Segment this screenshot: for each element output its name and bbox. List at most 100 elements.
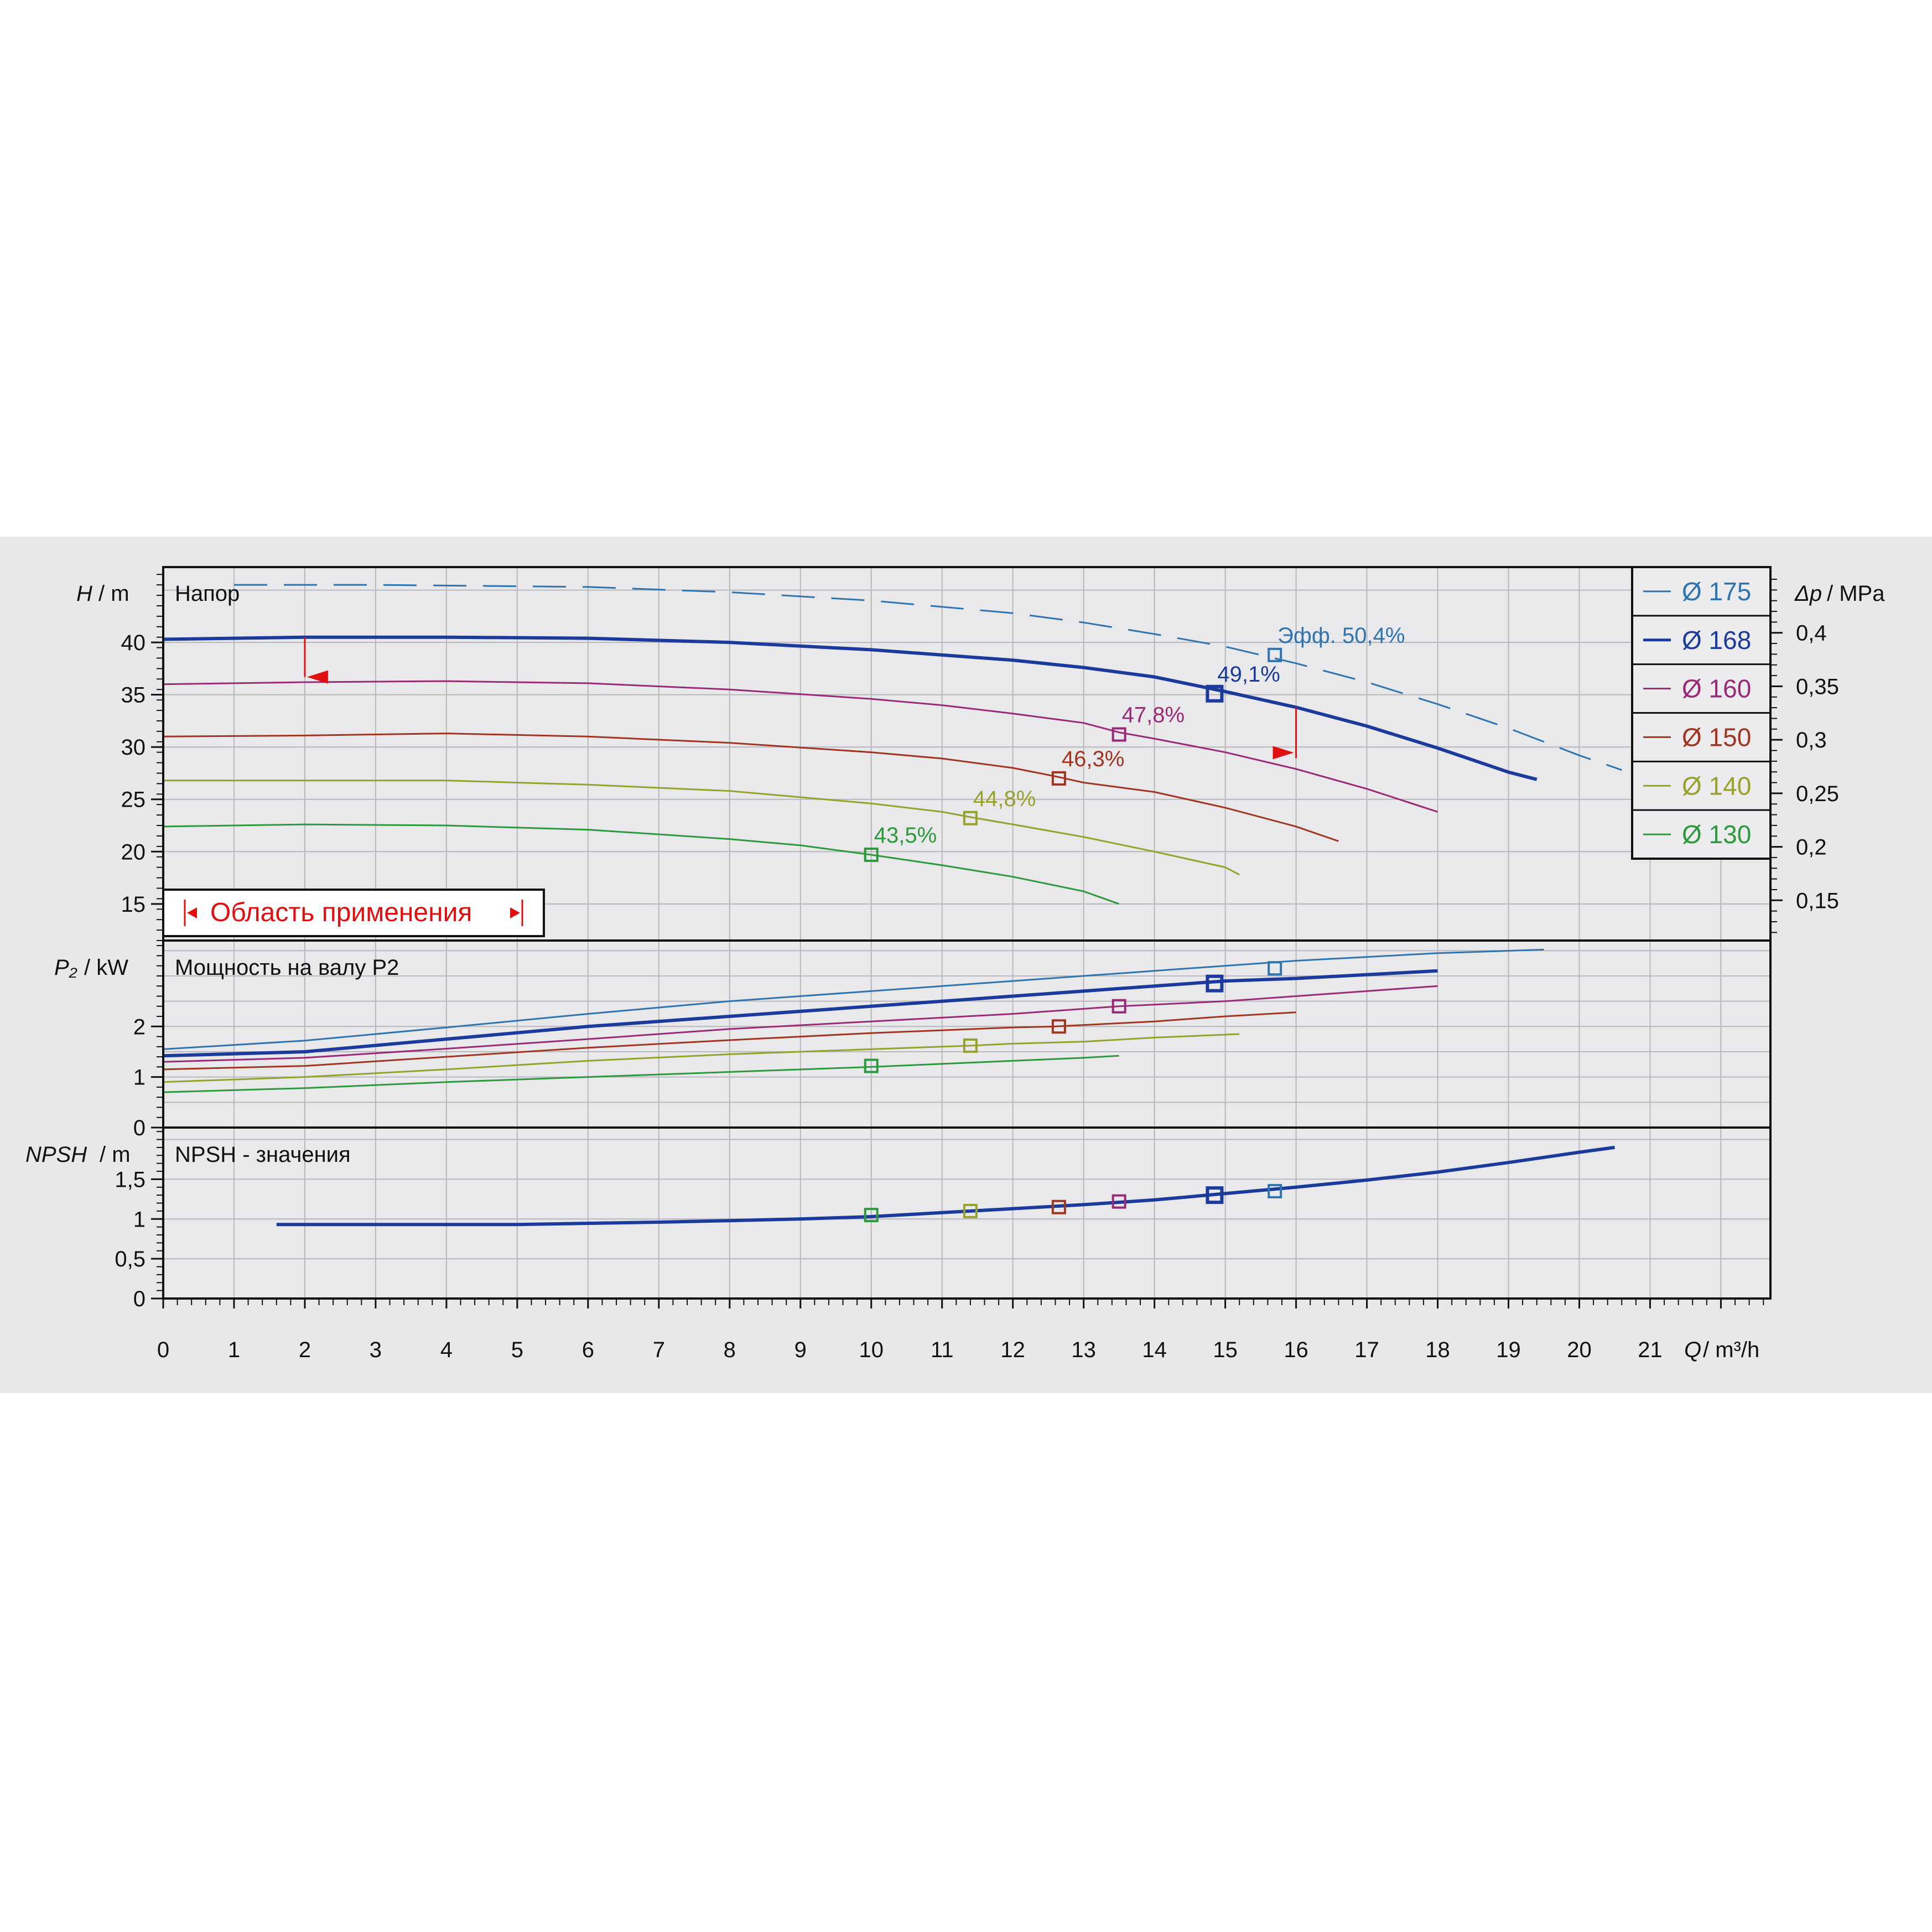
op-point-power-150	[1051, 1019, 1066, 1034]
x-tick-label: 19	[1496, 1338, 1521, 1362]
head-curve-168	[163, 635, 1538, 781]
npsh-panel-title: NPSH - значения	[175, 1142, 351, 1167]
op-point-head-140	[963, 811, 978, 825]
head-y-var: H	[76, 581, 92, 606]
npsh-y-unit: / m	[100, 1142, 131, 1167]
y-tick-label: 2	[133, 1015, 146, 1039]
x-axis-label: Q / m³/h	[1684, 1338, 1759, 1362]
x-tick-label: 14	[1142, 1338, 1167, 1362]
op-point-power-175	[1268, 961, 1282, 976]
y-tick-label: 0	[133, 1116, 146, 1140]
efficiency-label-168: 49,1%	[1217, 662, 1280, 687]
x-tick-label: 5	[511, 1338, 523, 1362]
x-tick-label: 3	[370, 1338, 382, 1362]
y-tick-label: 0	[133, 1287, 146, 1311]
dp-tick-label: 0,25	[1796, 782, 1839, 806]
dp-y-unit: / MPa	[1827, 581, 1885, 606]
legend-label: Ø 160	[1682, 674, 1751, 703]
x-tick-label: 1	[228, 1338, 240, 1362]
x-tick-label: 8	[724, 1338, 736, 1362]
x-tick-label: 2	[299, 1338, 311, 1362]
op-point-npsh-140	[963, 1203, 978, 1218]
efficiency-label-160: 47,8%	[1122, 703, 1185, 728]
x-tick-label: 17	[1354, 1338, 1379, 1362]
legend: Ø 175 Ø 168 Ø 160 Ø 150 Ø 140 Ø 130	[1631, 566, 1772, 860]
dp-tick-label: 0,4	[1796, 621, 1827, 646]
op-point-npsh-130	[864, 1208, 879, 1223]
op-point-power-160	[1112, 999, 1126, 1014]
dp-y-var: Δp	[1794, 581, 1822, 606]
x-tick-label: 11	[931, 1338, 954, 1362]
x-tick-label: 16	[1284, 1338, 1308, 1362]
efficiency-label-150: 46,3%	[1062, 747, 1124, 771]
op-point-head-175	[1268, 647, 1282, 662]
op-point-power-168	[1206, 974, 1224, 993]
power-curve-140	[163, 1033, 1240, 1083]
y-tick-label: 1	[133, 1207, 146, 1232]
power-curve-168	[163, 969, 1438, 1058]
op-point-head-160	[1112, 727, 1126, 742]
x-tick-label: 10	[859, 1338, 884, 1362]
head-y-unit: / m	[98, 581, 129, 606]
op-point-power-130	[864, 1058, 879, 1073]
x-axis-unit: / m³/h	[1703, 1338, 1759, 1362]
x-tick-label: 0	[157, 1338, 169, 1362]
power-panel-title: Мощность на валу P2	[175, 955, 399, 980]
power-y-unit: / kW	[84, 955, 128, 980]
legend-label: Ø 150	[1682, 723, 1751, 751]
op-point-npsh-168	[1206, 1186, 1224, 1204]
application-area-label: Область применения	[210, 898, 472, 927]
y-tick-label: 1,5	[115, 1167, 146, 1192]
y-tick-label: 1	[133, 1066, 146, 1090]
op-point-npsh-175	[1268, 1183, 1282, 1198]
op-point-npsh-160	[1112, 1194, 1126, 1209]
dp-y-label: Δp / MPa	[1794, 581, 1885, 606]
x-tick-label: 21	[1638, 1338, 1663, 1362]
y-tick-label: 40	[121, 631, 146, 655]
power-y-label: P₂ / kW	[54, 955, 128, 980]
power-curve-160	[163, 985, 1438, 1063]
head-y-label: H / m	[76, 581, 129, 606]
op-point-head-150	[1051, 771, 1066, 786]
application-area-end-arrow	[1273, 746, 1294, 760]
dp-tick-label: 0,35	[1796, 674, 1839, 699]
application-area-box: Область применения	[162, 889, 545, 937]
legend-label: Ø 175	[1682, 577, 1751, 606]
x-tick-label: 18	[1425, 1338, 1450, 1362]
legend-label: Ø 130	[1682, 820, 1751, 849]
y-tick-label: 25	[121, 788, 146, 812]
efficiency-label-130: 43,5%	[874, 823, 937, 848]
op-point-npsh-150	[1051, 1199, 1066, 1214]
x-axis-var: Q	[1684, 1338, 1701, 1362]
x-tick-label: 7	[653, 1338, 665, 1362]
application-area-start-arrow	[307, 670, 328, 684]
head-curve-140	[163, 780, 1240, 876]
power-y-var: P₂	[54, 955, 77, 980]
legend-label: Ø 168	[1682, 626, 1751, 655]
legend-label: Ø 140	[1682, 771, 1751, 800]
x-tick-label: 4	[440, 1338, 453, 1362]
x-tick-label: 20	[1567, 1338, 1592, 1362]
power-curve-175	[163, 948, 1544, 1050]
dp-tick-label: 0,2	[1796, 835, 1827, 860]
x-tick-label: 6	[582, 1338, 594, 1362]
x-tick-label: 12	[1000, 1338, 1025, 1362]
dp-tick-label: 0,3	[1796, 728, 1827, 752]
y-tick-label: 0,5	[115, 1247, 146, 1271]
y-tick-label: 20	[121, 840, 146, 864]
head-curve-175	[234, 584, 1622, 771]
head-curve-150	[163, 733, 1339, 842]
power-curve-150	[163, 1011, 1296, 1071]
op-point-head-168	[1206, 684, 1224, 703]
head-panel-title: Напор	[175, 581, 240, 606]
x-tick-label: 9	[794, 1338, 807, 1362]
dp-tick-label: 0,15	[1796, 889, 1839, 913]
y-tick-label: 30	[121, 735, 146, 760]
head-curve-130	[163, 823, 1120, 905]
power-curve-130	[163, 1055, 1119, 1093]
x-tick-label: 13	[1071, 1338, 1096, 1362]
op-point-head-130	[864, 847, 879, 862]
op-point-power-140	[963, 1038, 978, 1053]
